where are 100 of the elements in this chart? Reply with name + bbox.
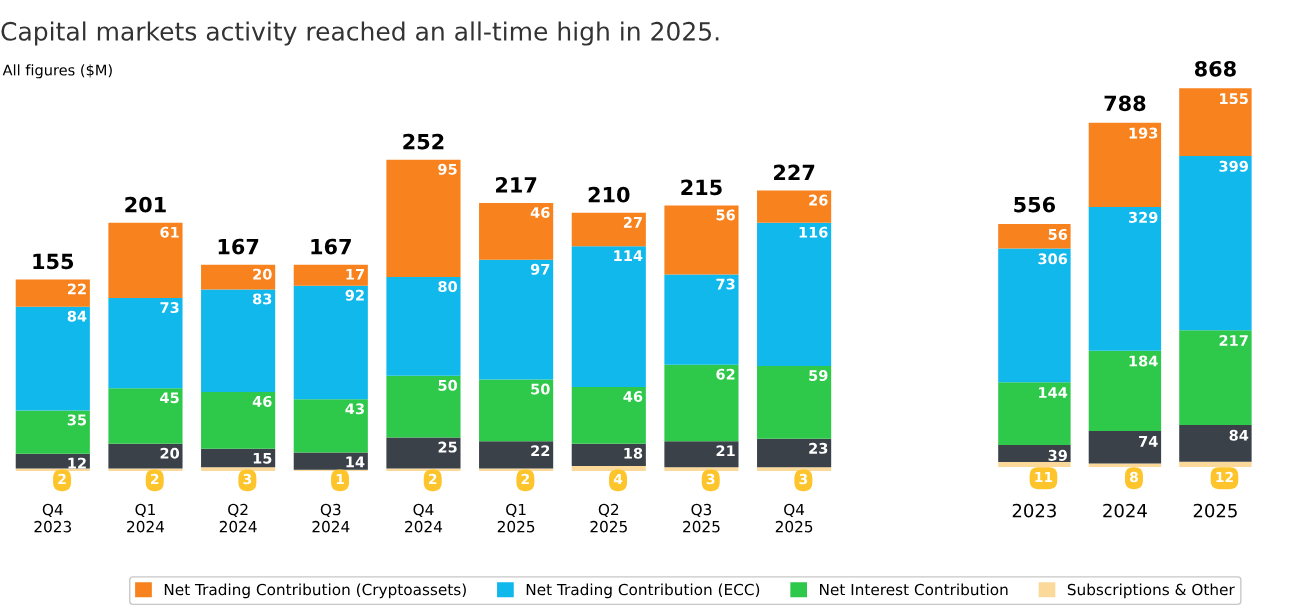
data-label: 2 — [521, 473, 530, 485]
bar — [1179, 461, 1252, 467]
bar — [386, 375, 461, 438]
x-tick-label: Q4 2025 — [775, 503, 813, 533]
data-label: 217 — [1219, 335, 1248, 346]
x-tick-label: Q1 2024 — [127, 503, 165, 533]
bar — [15, 306, 90, 411]
total-label: 217 — [496, 176, 537, 193]
bar — [386, 159, 461, 278]
data-label: 61 — [160, 226, 179, 238]
bar — [998, 462, 1071, 467]
bar — [293, 399, 368, 453]
data-label: 18 — [624, 447, 643, 459]
x-tick-label: 2023 — [1012, 503, 1056, 518]
data-label: 83 — [253, 293, 272, 305]
bar — [108, 388, 183, 444]
data-label: 73 — [716, 278, 735, 290]
bar — [1179, 330, 1252, 425]
bar — [479, 259, 554, 380]
bar — [108, 298, 183, 389]
total-label: 210 — [588, 186, 630, 203]
bar — [293, 285, 368, 400]
bar — [571, 386, 646, 444]
bar — [664, 441, 739, 468]
bar — [757, 222, 832, 366]
x-tick-label: Q1 2025 — [497, 503, 535, 533]
total-label: 556 — [1014, 196, 1056, 213]
data-label: 26 — [809, 194, 828, 206]
bar — [757, 438, 832, 468]
total-label: 167 — [311, 238, 351, 255]
x-tick-label: Q4 2024 — [405, 503, 443, 533]
data-label: 73 — [160, 302, 179, 314]
data-label: 45 — [160, 392, 179, 404]
bar — [1088, 431, 1162, 464]
x-tick-label: Q3 2024 — [312, 503, 350, 533]
bar — [201, 467, 276, 471]
total-label: 201 — [125, 196, 166, 213]
bar — [201, 289, 276, 392]
bar — [571, 443, 646, 466]
bar — [1088, 463, 1162, 467]
bar — [15, 279, 90, 307]
data-label: 8 — [1129, 471, 1138, 483]
data-label: 114 — [614, 250, 643, 261]
x-tick-label: Q2 2025 — [590, 503, 627, 533]
data-label: 22 — [67, 283, 86, 295]
bar — [757, 467, 832, 471]
bar — [386, 468, 461, 471]
bar — [108, 468, 183, 471]
data-label: 3 — [706, 473, 715, 485]
data-label: 59 — [809, 369, 828, 381]
bar — [1179, 424, 1252, 462]
bar — [479, 468, 554, 471]
bar — [479, 441, 554, 469]
legend-label: Net Interest Contribution — [820, 583, 1008, 596]
bar — [571, 212, 646, 247]
data-label: 80 — [438, 281, 458, 293]
bar — [998, 248, 1071, 383]
data-label: 27 — [623, 216, 642, 228]
data-label: 35 — [67, 414, 87, 426]
bar — [1179, 155, 1252, 331]
data-label: 15 — [253, 452, 272, 464]
data-label: 12 — [68, 457, 86, 469]
data-label: 2 — [151, 473, 159, 485]
chart-title: Capital markets activity reached an all-time high in 2025. — [1, 21, 719, 46]
total-label: 215 — [681, 179, 722, 196]
data-label: 50 — [438, 379, 458, 391]
data-label: 11 — [1035, 471, 1053, 483]
bar — [15, 468, 90, 471]
bar — [1179, 88, 1252, 156]
data-label: 329 — [1128, 211, 1158, 223]
data-label: 43 — [345, 403, 364, 415]
data-label: 116 — [799, 226, 828, 238]
bar — [571, 246, 646, 387]
x-tick-label: Q4 2023 — [34, 503, 72, 533]
data-label: 184 — [1129, 355, 1158, 367]
data-label: 20 — [253, 268, 272, 280]
data-label: 144 — [1039, 387, 1068, 398]
bar — [386, 277, 461, 376]
data-label: 17 — [346, 268, 364, 280]
data-label: 155 — [1220, 93, 1248, 105]
bar — [108, 222, 183, 299]
data-label: 46 — [530, 206, 550, 218]
bar — [757, 365, 832, 439]
total-label: 252 — [403, 133, 444, 150]
data-label: 2 — [428, 473, 437, 485]
data-label: 50 — [531, 383, 550, 395]
bar — [664, 364, 739, 442]
data-label: 56 — [1048, 228, 1068, 240]
legend-label: Subscriptions & Other — [1067, 583, 1235, 599]
total-label: 788 — [1104, 95, 1146, 112]
bar — [293, 264, 368, 286]
bar — [664, 205, 739, 275]
data-label: 39 — [1048, 449, 1067, 461]
data-label: 97 — [530, 263, 550, 275]
data-label: 62 — [716, 368, 735, 380]
legend-label: Net Trading Contribution (ECC) — [526, 583, 760, 599]
data-label: 399 — [1219, 160, 1248, 172]
x-tick-label: Q3 2025 — [683, 503, 720, 533]
bar — [293, 452, 368, 470]
data-label: 4 — [613, 473, 623, 485]
